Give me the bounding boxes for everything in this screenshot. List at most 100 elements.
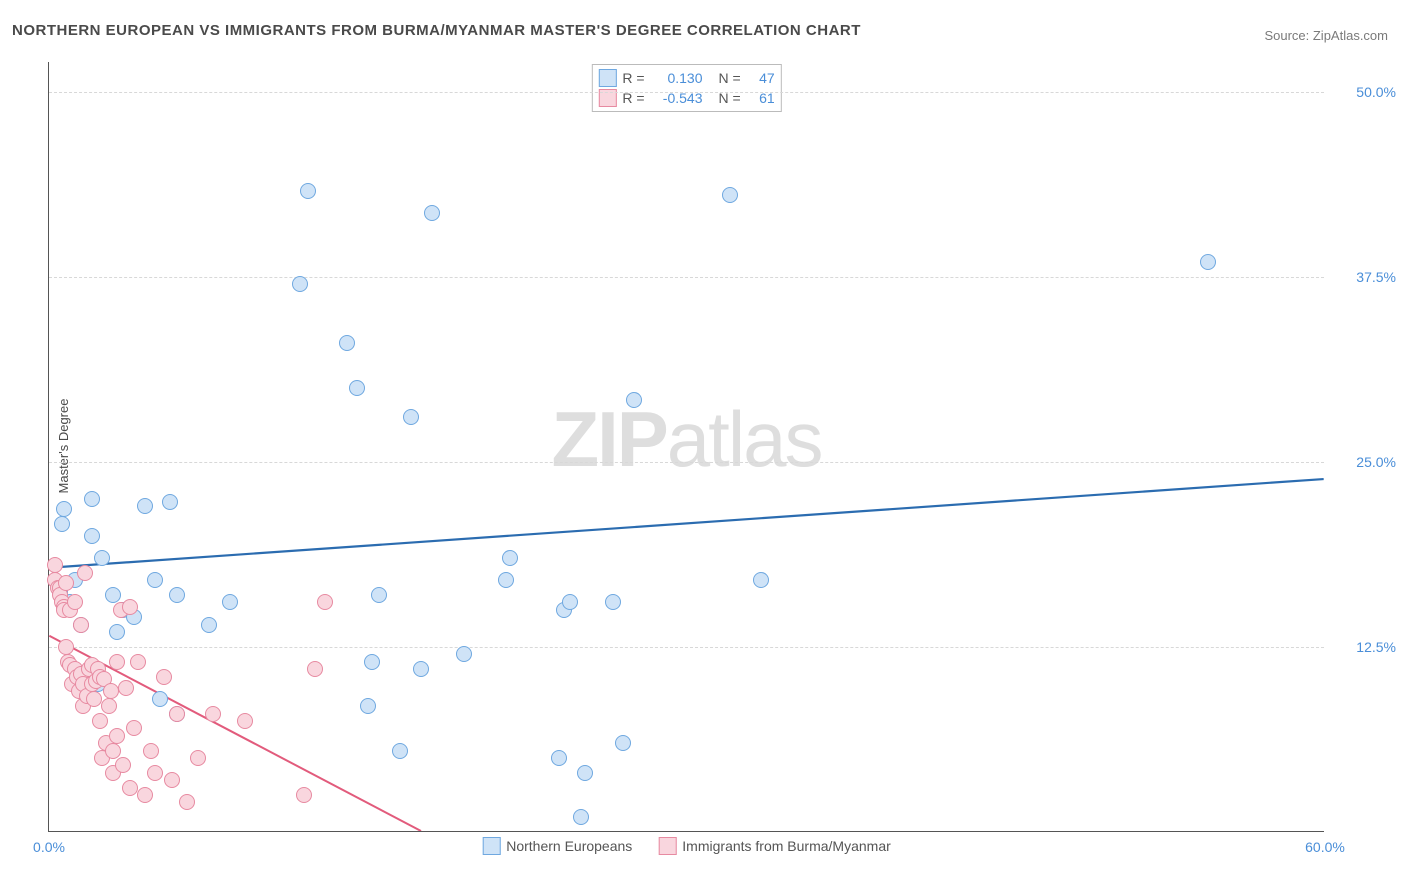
data-point [137,498,153,514]
correlation-legend: R =0.130N =47R =-0.543N =61 [591,64,781,112]
data-point [54,516,70,532]
gridline [49,277,1324,278]
watermark-bold: ZIP [551,395,666,483]
watermark-rest: atlas [667,395,822,483]
data-point [122,780,138,796]
data-point [152,691,168,707]
data-point [109,654,125,670]
data-point [109,728,125,744]
data-point [156,669,172,685]
data-point [577,765,593,781]
data-point [456,646,472,662]
data-point [237,713,253,729]
trend-line [49,479,1323,568]
data-point [551,750,567,766]
data-point [130,654,146,670]
data-point [77,565,93,581]
data-point [573,809,589,825]
chart-title: NORTHERN EUROPEAN VS IMMIGRANTS FROM BUR… [12,22,861,39]
data-point [126,720,142,736]
data-point [122,599,138,615]
source-label: Source: [1264,28,1312,43]
data-point [179,794,195,810]
legend-swatch [482,837,500,855]
data-point [605,594,621,610]
data-point [392,743,408,759]
legend-item: Immigrants from Burma/Myanmar [658,837,890,855]
data-point [115,757,131,773]
data-point [118,680,134,696]
data-point [92,713,108,729]
data-point [164,772,180,788]
data-point [615,735,631,751]
data-point [349,380,365,396]
legend-swatch [598,69,616,87]
data-point [56,501,72,517]
n-label: N = [719,70,741,86]
data-point [413,661,429,677]
data-point [58,575,74,591]
gridline [49,92,1324,93]
data-point [296,787,312,803]
data-point [137,787,153,803]
legend-label: Northern Europeans [506,838,632,854]
data-point [424,205,440,221]
data-point [105,587,121,603]
data-point [222,594,238,610]
data-point [109,624,125,640]
data-point [722,187,738,203]
data-point [300,183,316,199]
data-point [162,494,178,510]
data-point [103,683,119,699]
data-point [502,550,518,566]
x-tick-label: 0.0% [33,839,65,855]
y-tick-label: 25.0% [1336,454,1396,470]
data-point [84,528,100,544]
data-point [1200,254,1216,270]
y-tick-label: 37.5% [1336,269,1396,285]
gridline [49,462,1324,463]
source-name: ZipAtlas.com [1313,28,1388,43]
data-point [360,698,376,714]
data-point [201,617,217,633]
data-point [94,550,110,566]
series-legend: Northern Europeans Immigrants from Burma/… [482,837,891,855]
r-label: R = [622,70,644,86]
data-point [105,743,121,759]
x-tick-label: 60.0% [1305,839,1345,855]
data-point [205,706,221,722]
data-point [626,392,642,408]
data-point [147,572,163,588]
data-point [73,617,89,633]
data-point [101,698,117,714]
y-tick-label: 50.0% [1336,84,1396,100]
data-point [292,276,308,292]
scatter-plot: ZIPatlas R =0.130N =47R =-0.543N =61 Nor… [48,62,1324,832]
data-point [403,409,419,425]
data-point [86,691,102,707]
legend-row: R = 0.130 N = 47 [598,68,774,88]
data-point [562,594,578,610]
data-point [47,557,63,573]
data-point [147,765,163,781]
y-tick-label: 12.5% [1336,639,1396,655]
legend-swatch [658,837,676,855]
data-point [364,654,380,670]
data-point [58,639,74,655]
data-point [339,335,355,351]
data-point [143,743,159,759]
data-point [317,594,333,610]
n-value: 47 [747,70,775,86]
source-attribution: Source: ZipAtlas.com [1264,28,1388,43]
data-point [190,750,206,766]
data-point [307,661,323,677]
data-point [67,594,83,610]
data-point [753,572,769,588]
data-point [498,572,514,588]
r-value: 0.130 [651,70,703,86]
data-point [169,706,185,722]
watermark: ZIPatlas [551,394,821,485]
gridline [49,647,1324,648]
data-point [169,587,185,603]
legend-label: Immigrants from Burma/Myanmar [682,838,890,854]
